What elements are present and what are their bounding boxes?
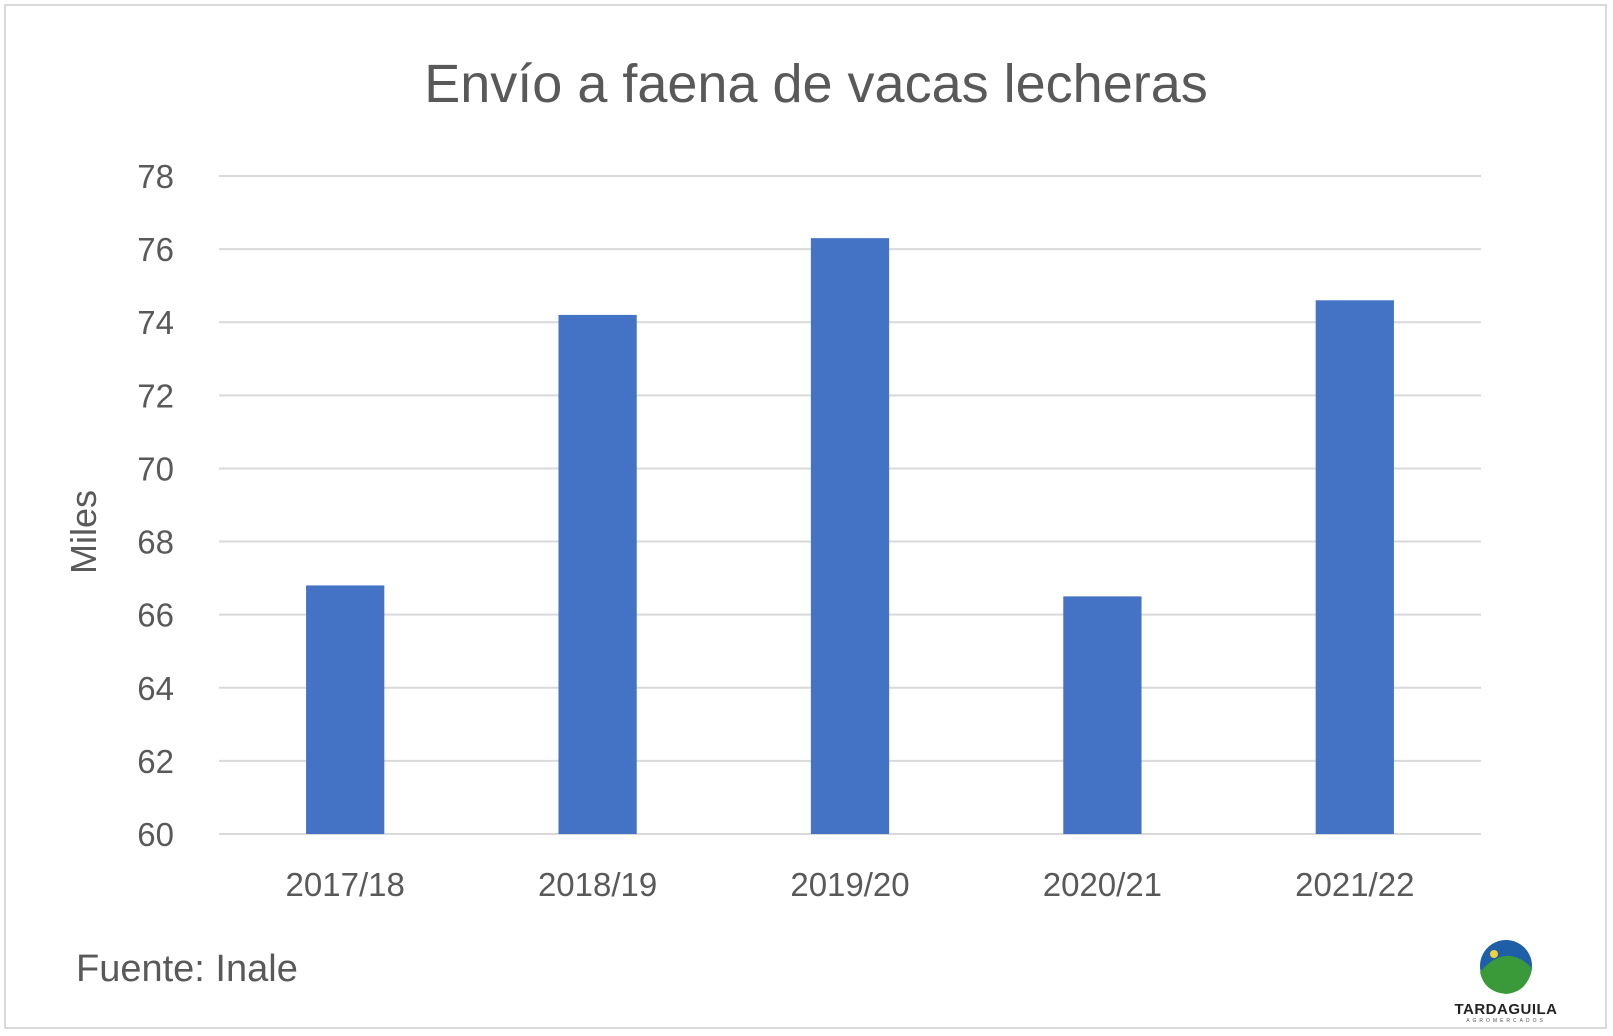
bar-2018-19 [558, 314, 637, 834]
y-tick-label: 70 [137, 450, 174, 487]
y-tick-label: 60 [137, 816, 174, 853]
y-tick-label: 68 [137, 524, 174, 561]
logo-text: TARDAGUILA [1454, 1001, 1557, 1018]
source-note: Fuente: Inale [76, 948, 298, 990]
x-tick-labels: 2017/18 2018/19 2019/20 2020/21 2021/22 [286, 866, 1415, 903]
y-tick-label: 78 [137, 158, 174, 195]
x-tick-label: 2019/20 [790, 866, 909, 903]
y-tick-label: 62 [137, 743, 174, 780]
chart-frame: Envío a faena de vacas lecheras Miles 60… [4, 4, 1607, 1029]
y-tick-label: 66 [137, 597, 174, 634]
y-tick-labels: 60 62 64 66 68 70 72 74 76 78 [137, 158, 174, 853]
y-tick-label: 64 [137, 670, 174, 707]
bar-2017-18 [306, 585, 385, 834]
logo-hill-icon [1480, 955, 1532, 994]
y-tick-label: 74 [137, 304, 174, 341]
y-tick-label: 72 [137, 377, 174, 414]
logo-sun-icon [1490, 950, 1498, 958]
x-tick-label: 2020/21 [1043, 866, 1162, 903]
bar-2021-22 [1315, 300, 1394, 834]
logo-subtext: AGROMERCADOS [1466, 1018, 1546, 1024]
x-tick-label: 2017/18 [286, 866, 405, 903]
bar-2019-20 [810, 238, 890, 835]
bar-chart: Envío a faena de vacas lecheras Miles 60… [63, 54, 1557, 1024]
chart-title: Envío a faena de vacas lecheras [424, 54, 1208, 114]
y-axis-label: Miles [63, 490, 104, 574]
tardaguila-logo: TARDAGUILA AGROMERCADOS [1454, 940, 1557, 1024]
bars [306, 238, 1394, 835]
bar-2020-21 [1063, 596, 1142, 834]
x-tick-label: 2021/22 [1295, 866, 1414, 903]
x-tick-label: 2018/19 [538, 866, 657, 903]
y-tick-label: 76 [137, 231, 174, 268]
